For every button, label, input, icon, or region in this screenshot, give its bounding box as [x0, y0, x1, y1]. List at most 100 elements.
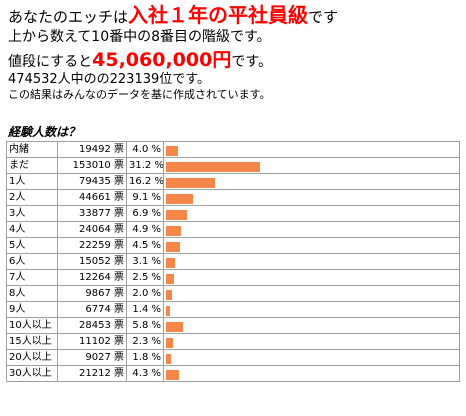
row-count-unit: 票 — [110, 368, 124, 379]
row-label: 9人 — [6, 301, 58, 318]
row-percent: 2.3 % — [126, 333, 164, 350]
price-prefix: 値段にすると — [8, 54, 93, 70]
row-bar — [166, 321, 183, 332]
row-count: 6774 票 — [57, 301, 127, 318]
row-bar — [166, 241, 180, 252]
table-row: 2人 44661 票 9.1 % — [6, 189, 460, 206]
table-row: 内緒 19492 票 4.0 % — [6, 141, 460, 158]
result-header: あなたのエッチは入社１年の平社員級です 上から数えて10番中の8番目の階級です。… — [8, 4, 466, 102]
row-count: 12264 票 — [57, 269, 127, 286]
row-count-value: 12264 — [79, 272, 111, 283]
row-count-unit: 票 — [110, 272, 124, 283]
row-bar — [166, 177, 215, 188]
row-bar — [166, 305, 170, 316]
row-percent: 2.0 % — [126, 285, 164, 302]
row-count-unit: 票 — [110, 240, 124, 251]
row-label: 10人以上 — [6, 317, 58, 334]
row-percent: 4.3 % — [126, 365, 164, 382]
row-bar-cell — [163, 189, 460, 206]
row-bar — [166, 369, 179, 380]
row-count-value: 9867 — [85, 288, 111, 299]
row-bar-cell — [163, 205, 460, 222]
row-percent: 16.2 % — [126, 173, 164, 190]
row-label: 6人 — [6, 253, 58, 270]
row-bar-cell — [163, 237, 460, 254]
row-count-value: 11102 — [79, 336, 111, 347]
row-count: 33877 票 — [57, 205, 127, 222]
row-label: 1人 — [6, 173, 58, 190]
row-bar-cell — [163, 141, 460, 158]
row-count-value: 15052 — [79, 256, 111, 267]
row-count-unit: 票 — [110, 320, 124, 331]
row-count-unit: 票 — [110, 352, 124, 363]
row-bar — [166, 209, 187, 220]
row-label: 7人 — [6, 269, 58, 286]
row-percent: 9.1 % — [126, 189, 164, 206]
row-count-value: 44661 — [79, 192, 111, 203]
table-row: 6人 15052 票 3.1 % — [6, 253, 460, 270]
row-count-unit: 票 — [110, 336, 124, 347]
row-count-unit: 票 — [110, 288, 124, 299]
row-count-value: 24064 — [79, 224, 111, 235]
rank-suffix: です — [308, 8, 339, 26]
row-count-unit: 票 — [110, 208, 124, 219]
row-bar — [166, 273, 174, 284]
price-line: 値段にすると45,060,000円です。 — [8, 50, 466, 72]
row-percent: 4.9 % — [126, 221, 164, 238]
table-row: 3人 33877 票 6.9 % — [6, 205, 460, 222]
row-label: 4人 — [6, 221, 58, 238]
table-row: まだ 153010 票 31.2 % — [6, 157, 460, 174]
row-label: 20人以上 — [6, 349, 58, 366]
price-suffix: です。 — [231, 54, 272, 70]
row-count-value: 153010 — [72, 160, 111, 171]
row-bar — [166, 161, 260, 172]
row-count: 15052 票 — [57, 253, 127, 270]
row-bar — [166, 145, 178, 156]
row-count-value: 28453 — [79, 320, 111, 331]
price-value: 45,060,000円 — [92, 49, 232, 71]
row-bar — [166, 225, 181, 236]
row-label: 5人 — [6, 237, 58, 254]
row-count-unit: 票 — [110, 256, 124, 267]
row-percent: 5.8 % — [126, 317, 164, 334]
row-percent: 4.0 % — [126, 141, 164, 158]
table-row: 30人以上 21212 票 4.3 % — [6, 365, 460, 382]
row-count: 21212 票 — [57, 365, 127, 382]
row-bar-cell — [163, 173, 460, 190]
table-row: 1人 79435 票 16.2 % — [6, 173, 460, 190]
row-percent: 1.8 % — [126, 349, 164, 366]
row-count: 19492 票 — [57, 141, 127, 158]
row-count: 28453 票 — [57, 317, 127, 334]
row-bar-cell — [163, 365, 460, 382]
row-bar-cell — [163, 317, 460, 334]
row-percent: 1.4 % — [126, 301, 164, 318]
row-count-value: 9027 — [85, 352, 111, 363]
row-count: 44661 票 — [57, 189, 127, 206]
row-count-value: 19492 — [79, 144, 111, 155]
row-count-unit: 票 — [110, 304, 124, 315]
rank-prefix: あなたのエッチは — [8, 8, 129, 26]
row-bar — [166, 353, 171, 364]
row-label: 15人以上 — [6, 333, 58, 350]
rank-position-line: 上から数えて10番中の8番目の階級です。 — [8, 29, 271, 45]
row-label: 3人 — [6, 205, 58, 222]
row-percent: 4.5 % — [126, 237, 164, 254]
row-bar-cell — [163, 349, 460, 366]
row-bar-cell — [163, 285, 460, 302]
table-row: 15人以上 11102 票 2.3 % — [6, 333, 460, 350]
row-count-value: 79435 — [79, 176, 111, 187]
row-bar-cell — [163, 157, 460, 174]
table-row: 9人 6774 票 1.4 % — [6, 301, 460, 318]
rank-title: 入社１年の平社員級 — [128, 3, 309, 27]
row-label: 2人 — [6, 189, 58, 206]
row-count-unit: 票 — [110, 176, 124, 187]
row-bar-cell — [163, 253, 460, 270]
row-label: 8人 — [6, 285, 58, 302]
table-row: 20人以上 9027 票 1.8 % — [6, 349, 460, 366]
row-percent: 2.5 % — [126, 269, 164, 286]
row-bar — [166, 257, 175, 268]
row-bar-cell — [163, 333, 460, 350]
row-count: 11102 票 — [57, 333, 127, 350]
